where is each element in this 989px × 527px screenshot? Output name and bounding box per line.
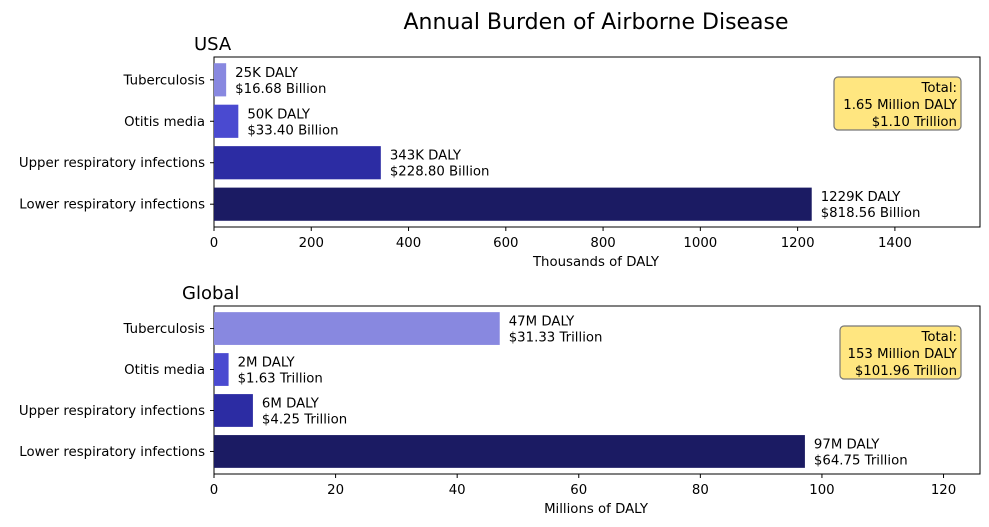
x-tick-label: 1400 — [878, 236, 912, 251]
data-label: 47M DALY — [509, 315, 575, 330]
x-tick-label: 120 — [931, 483, 956, 498]
category-label: Otitis media — [124, 363, 205, 378]
x-tick-label: 400 — [396, 236, 421, 251]
x-tick-label: 800 — [590, 236, 615, 251]
bar — [214, 394, 253, 427]
data-label: 1229K DALY — [821, 190, 902, 205]
category-label: Tuberculosis — [123, 73, 206, 88]
chart-panel-usa: USA Lower respiratory infections 1229K DAL… — [19, 34, 981, 270]
x-tick-label: 80 — [692, 483, 709, 498]
bar — [214, 63, 227, 97]
data-label: $818.56 Billion — [821, 206, 921, 221]
x-tick-label: 0 — [210, 483, 218, 498]
total-box-text: Total: — [920, 81, 957, 96]
bar — [214, 353, 229, 386]
chart-panels: USA Lower respiratory infections 1229K DAL… — [19, 34, 981, 517]
axes-frame — [213, 56, 981, 228]
bar — [214, 187, 812, 221]
data-label: $228.80 Billion — [390, 165, 490, 180]
total-box — [833, 76, 962, 131]
data-label: $4.25 Trillion — [262, 412, 347, 427]
total-box-text: 153 Million DALY — [847, 347, 957, 362]
data-label: 25K DALY — [235, 66, 299, 81]
data-label: $64.75 Trillion — [814, 453, 908, 468]
bar — [214, 104, 239, 138]
total-box-text: $1.10 Trillion — [872, 115, 957, 130]
data-label: 2M DALY — [238, 356, 296, 371]
total-box-text: Total: — [920, 330, 957, 345]
chart-panel-global: Global Lower respiratory infections 97M DA… — [19, 283, 981, 517]
category-label: Upper respiratory infections — [19, 156, 205, 171]
total-box-text: $101.96 Trillion — [855, 364, 957, 379]
data-label: 343K DALY — [390, 149, 462, 164]
data-label: $31.33 Trillion — [509, 331, 603, 346]
x-axis-label: Thousands of DALY — [532, 255, 660, 270]
figure-title: Annual Burden of Airborne Disease — [403, 10, 788, 35]
category-label: Lower respiratory infections — [19, 445, 205, 460]
x-axis-label: Millions of DALY — [544, 502, 649, 517]
bar — [214, 312, 500, 345]
total-box-text: 1.65 Million DALY — [843, 98, 958, 113]
x-tick-label: 200 — [299, 236, 324, 251]
data-label: $16.68 Billion — [235, 82, 326, 97]
total-box — [839, 325, 962, 380]
x-tick-label: 1200 — [781, 236, 815, 251]
category-label: Otitis media — [124, 115, 205, 130]
data-label: $33.40 Billion — [247, 123, 338, 138]
data-label: $1.63 Trillion — [238, 372, 323, 387]
x-tick-label: 0 — [210, 236, 218, 251]
x-tick-label: 20 — [327, 483, 344, 498]
data-label: 97M DALY — [814, 437, 880, 452]
bar — [214, 435, 805, 468]
x-tick-label: 60 — [570, 483, 587, 498]
x-tick-label: 40 — [449, 483, 466, 498]
x-tick-label: 600 — [493, 236, 518, 251]
chart-title: Global — [182, 283, 239, 304]
chart-title: USA — [194, 34, 232, 55]
category-label: Tuberculosis — [123, 322, 206, 337]
bar — [214, 146, 381, 180]
category-label: Upper respiratory infections — [19, 404, 205, 419]
data-label: 6M DALY — [262, 396, 320, 411]
x-tick-label: 1000 — [683, 236, 717, 251]
category-label: Lower respiratory infections — [19, 198, 205, 213]
x-tick-label: 100 — [809, 483, 834, 498]
axes-frame — [213, 305, 981, 475]
data-label: 50K DALY — [247, 107, 311, 122]
